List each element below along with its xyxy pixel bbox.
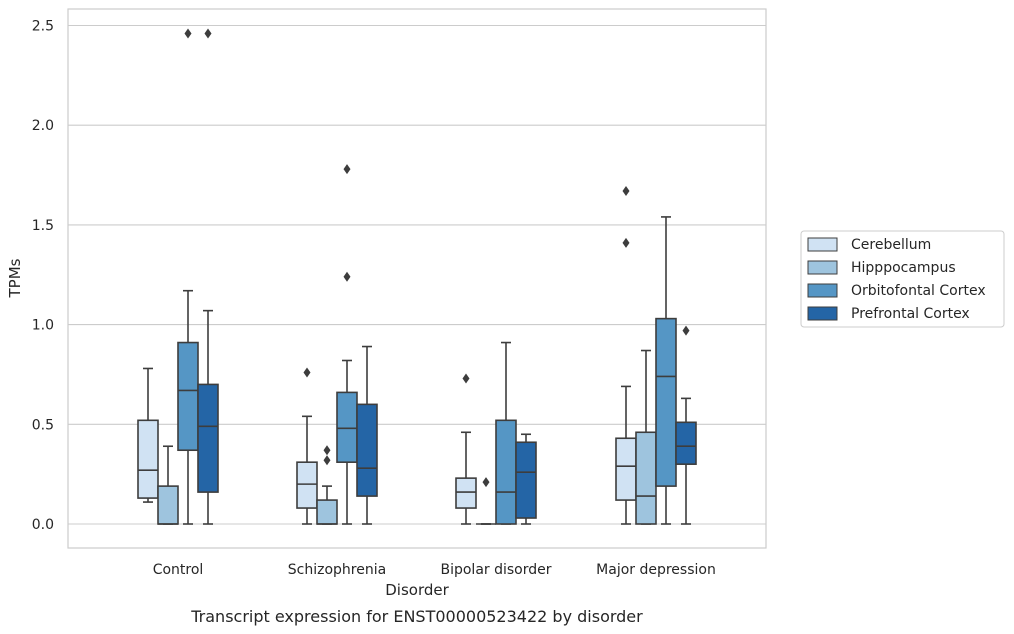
y-tick-label: 1.0 [32,318,54,334]
box-body [495,419,517,525]
outlier-point [343,164,351,175]
box-body [655,317,677,487]
outlier-point [622,186,630,197]
box-group [177,28,199,525]
box-group [455,373,477,525]
box-group [476,477,496,525]
y-tick-label: 0.0 [32,517,54,533]
box-group [615,186,637,525]
outlier-point [682,325,690,336]
box-body [197,383,219,493]
box-body [296,461,318,509]
box-group [356,345,378,525]
box-group [157,445,179,525]
box-group [495,341,517,525]
y-axis-label: TPMs [6,258,24,298]
legend: Cerebellum Hipppocampus Orbitofontal Corte… [800,230,1005,328]
legend-label: Orbitofontal Cortex [851,283,986,299]
outlier-point [184,28,192,39]
box-body [336,391,358,463]
box-body [316,499,338,525]
outlier-point [204,28,212,39]
legend-swatch [807,306,838,321]
box-group [675,325,697,525]
box-body [157,485,179,525]
box-group [197,28,219,525]
box-body [455,477,477,509]
plot-area-frame [67,8,767,549]
legend-swatch [807,260,838,275]
y-tick-label: 2.5 [32,19,54,35]
legend-swatch [807,237,838,252]
box-body [137,419,159,499]
outlier-point [343,271,351,282]
box-body [177,341,199,452]
y-axis-ticks: 0.0 0.5 1.0 1.5 2.0 2.5 [32,19,54,534]
box-group [296,367,318,525]
outlier-point [323,445,331,456]
outlier-point [482,477,490,488]
box-body [675,421,697,465]
x-axis-label: Disorder [385,581,449,599]
y-tick-label: 0.5 [32,417,54,433]
x-axis-ticks: Control Schizophrenia Bipolar disorder Majo… [153,562,716,578]
y-tick-label: 2.0 [32,118,54,134]
box-body [356,403,378,497]
outlier-point [622,237,630,248]
outlier-point [462,373,470,384]
legend-label: Prefrontal Cortex [851,306,970,322]
legend-label: Cerebellum [851,237,931,253]
box-group [655,216,677,525]
chart-caption: Transcript expression for ENST0000052342… [190,607,643,626]
x-tick-label: Control [153,562,204,578]
outlier-point [303,367,311,378]
legend-frame [800,230,1005,328]
x-tick-label: Major depression [596,562,716,578]
x-tick-label: Schizophrenia [288,562,386,578]
x-tick-label: Bipolar disorder [440,562,551,578]
box-body [515,441,537,519]
box-marks [137,28,697,525]
box-group [635,349,657,525]
outlier-point [323,455,331,466]
y-tick-label: 1.5 [32,218,54,234]
box-body [615,437,637,501]
box-group [336,164,358,525]
box-group [137,367,159,503]
legend-swatch [807,283,838,298]
box-group [316,445,338,525]
box-body [635,431,657,525]
box-group [515,433,537,525]
legend-label: Hipppocampus [851,260,956,276]
